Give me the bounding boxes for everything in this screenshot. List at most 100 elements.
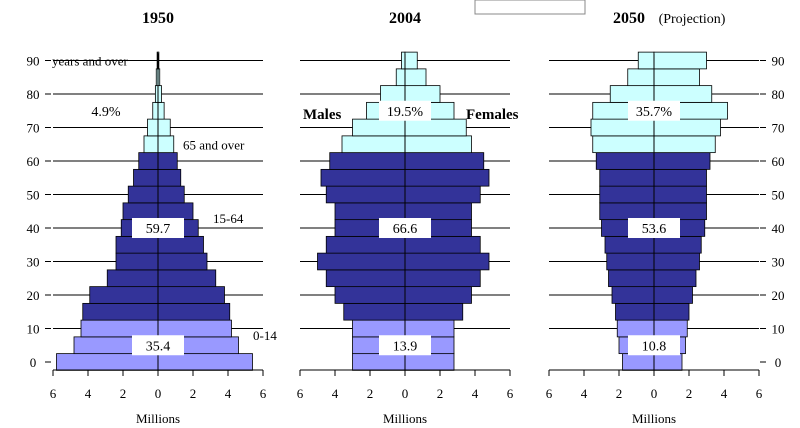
bar-female-1950-60-64 — [157, 152, 178, 170]
bar-female-2050-20-24 — [653, 286, 693, 304]
chart-title: 1950 — [142, 10, 174, 27]
bar-female-1950-15-19 — [157, 302, 231, 321]
y-tick-label: 80 — [772, 87, 785, 102]
bar-female-2050-25-29 — [653, 269, 697, 288]
bar-female-2004-85-89 — [404, 68, 427, 87]
bar-female-1950-10-14 — [157, 319, 232, 338]
total-label-box — [379, 100, 431, 121]
y-tick-label: 30 — [772, 255, 785, 270]
bar-female-2004-20-24 — [404, 286, 472, 304]
bar-female-2004-65-69 — [404, 135, 472, 154]
bar-male-1950-75-79 — [152, 101, 159, 120]
x-axis-label: Millions — [632, 411, 676, 426]
chart-title: 2004 — [389, 10, 421, 27]
bar-male-2004-50-54 — [325, 185, 406, 204]
chart-subtitle: (Projection) — [659, 12, 726, 27]
bar-male-2004-45-49 — [334, 202, 406, 221]
bar-male-2004-35-39 — [325, 235, 406, 254]
bar-female-2004-90+ — [404, 51, 418, 70]
x-tick-label: 4 — [581, 386, 588, 401]
x-tick-label: 4 — [225, 386, 232, 401]
group-total-age-0-14: 35.4 — [146, 339, 171, 354]
x-axis-label: Millions — [383, 411, 427, 426]
x-tick-label: 4 — [85, 386, 92, 401]
y-tick-label: 10 — [27, 322, 40, 337]
bar-female-2050-35-39 — [653, 235, 702, 254]
bar-male-1950-25-29 — [106, 269, 159, 288]
bar-female-2004-60-64 — [404, 152, 485, 170]
y-tick-label: 90 — [772, 54, 785, 69]
group-total-age-15-64: 59.7 — [146, 222, 171, 237]
bar-male-1950-45-49 — [122, 202, 159, 221]
bar-female-2004-70-74 — [404, 118, 467, 137]
bar-female-2050-15-19 — [653, 302, 690, 321]
bar-male-1950-50-54 — [127, 185, 159, 204]
annotation-15-64: 15-64 — [213, 211, 244, 226]
bar-male-2004-80-84 — [380, 85, 406, 103]
x-tick-label: 6 — [756, 386, 763, 401]
bar-female-2050-80-84 — [653, 85, 713, 103]
bar-male-2050-60-64 — [595, 152, 655, 170]
bar-male-2050-50-54 — [599, 185, 655, 204]
bar-female-2004-0-4 — [404, 353, 455, 371]
bar-female-2050-65-69 — [653, 135, 716, 154]
annotation-females: Females — [466, 107, 519, 123]
bar-male-1950-35-39 — [115, 235, 159, 254]
bar-male-2050-20-24 — [611, 286, 655, 304]
bar-male-2050-35-39 — [604, 235, 655, 254]
x-tick-label: 4 — [332, 386, 339, 401]
group-total-age-15-64: 53.6 — [642, 222, 667, 237]
y-tick-label: 60 — [772, 154, 785, 169]
y-tick-label: 20 — [27, 288, 40, 303]
x-tick-label: 2 — [190, 386, 197, 401]
bar-male-1950-65-69 — [143, 135, 159, 154]
x-tick-label: 4 — [472, 386, 479, 401]
bar-female-1950-20-24 — [157, 286, 225, 304]
bar-male-2050-10-14 — [616, 319, 655, 338]
y-tick-label: 10 — [772, 322, 785, 337]
y-tick-label: 90 — [27, 54, 40, 69]
bar-female-2004-45-49 — [404, 202, 472, 221]
x-tick-label: 6 — [546, 386, 553, 401]
bar-female-2004-30-34 — [404, 252, 490, 271]
bar-male-2050-85-89 — [627, 68, 655, 87]
y-tick-label: 70 — [27, 121, 40, 136]
group-total-age-65-plus: 19.5% — [387, 105, 424, 120]
bar-male-2004-10-14 — [352, 319, 406, 338]
y-tick-label: 50 — [772, 188, 785, 203]
bar-female-2004-80-84 — [404, 85, 441, 103]
bar-male-2004-25-29 — [325, 269, 406, 288]
bar-female-2004-25-29 — [404, 269, 481, 288]
bar-male-1950-15-19 — [82, 302, 159, 321]
bar-female-2004-10-14 — [404, 319, 455, 338]
bar-female-1950-50-54 — [157, 185, 185, 204]
total-label-box — [628, 335, 680, 356]
bar-female-2050-50-54 — [653, 185, 707, 204]
bar-female-1950-0-4 — [157, 353, 253, 371]
bar-male-2050-55-59 — [599, 168, 655, 187]
y-tick-label: 70 — [772, 121, 785, 136]
y-tick-label: 0 — [30, 355, 37, 370]
bar-male-2050-80-84 — [609, 85, 655, 103]
bar-female-2050-0-4 — [653, 353, 683, 371]
bar-male-2004-60-64 — [329, 152, 406, 170]
bar-female-2004-55-59 — [404, 168, 490, 187]
bar-female-1950-65-69 — [157, 135, 175, 154]
y-tick-label: 60 — [27, 154, 40, 169]
bar-female-1950-30-34 — [157, 252, 208, 271]
total-label-box — [379, 335, 431, 356]
total-label-box — [132, 335, 184, 356]
y-tick-label: 50 — [27, 188, 40, 203]
bar-female-2050-60-64 — [653, 152, 711, 170]
y-tick-label: 40 — [772, 221, 785, 236]
annotation-0-14: 0-14 — [253, 328, 277, 343]
bar-female-2050-30-34 — [653, 252, 700, 271]
annotation-males: Males — [303, 107, 341, 123]
x-tick-label: 2 — [616, 386, 623, 401]
group-total-age-0-14: 13.9 — [393, 339, 418, 354]
legend-box — [474, 0, 586, 15]
bar-male-1950-10-14 — [80, 319, 159, 338]
total-label-box — [132, 218, 184, 238]
bar-male-2050-30-34 — [606, 252, 655, 271]
